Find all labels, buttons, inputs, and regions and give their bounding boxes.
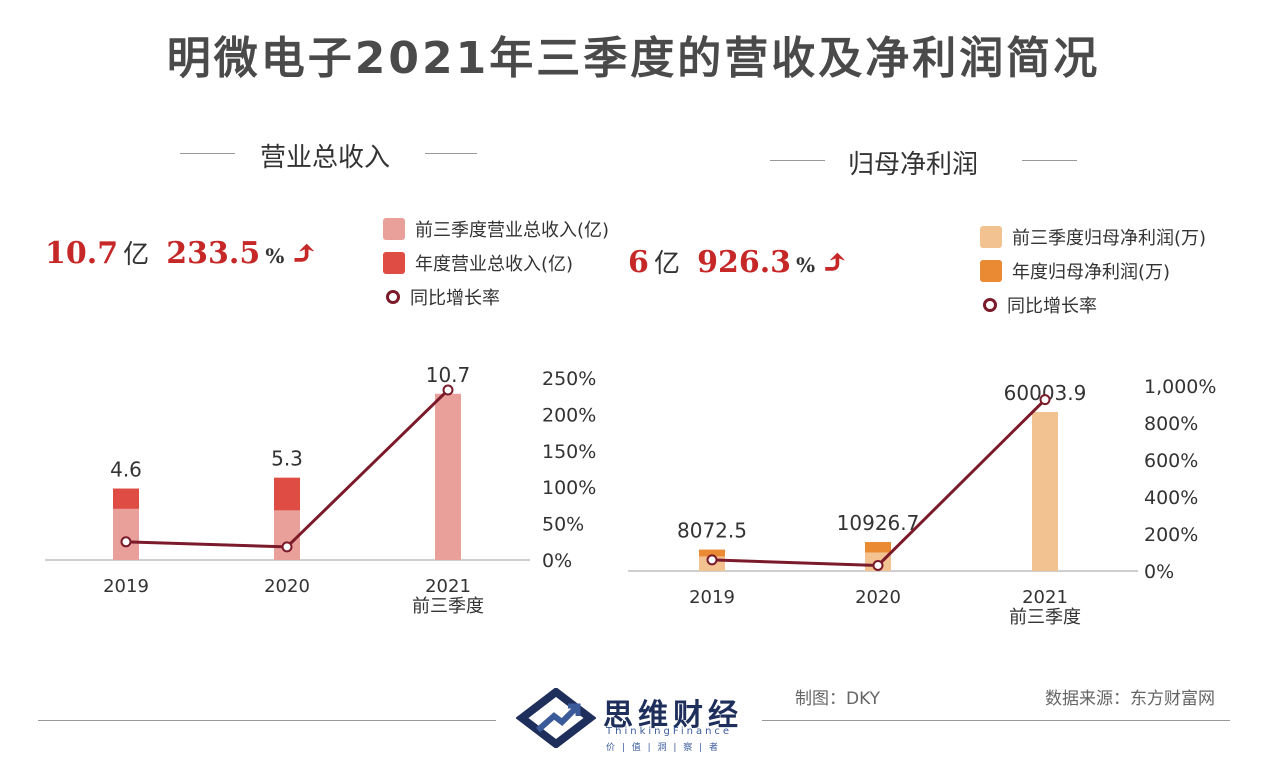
data-label: 10.7 <box>426 363 471 387</box>
right-legend: 前三季度归母净利润(万) 年度归母净利润(万) 同比增长率 <box>980 220 1206 322</box>
y2-tick-label: 0% <box>1144 561 1174 583</box>
bar-quarter <box>274 510 300 560</box>
title-rule-left-b <box>425 153 477 154</box>
y2-tick-label: 0% <box>542 550 572 572</box>
y2-tick-label: 250% <box>542 368 596 390</box>
x-tick-label: 2019 <box>689 587 735 608</box>
data-source: 数据来源：东方财富网 <box>1045 689 1215 709</box>
data-label: 5.3 <box>271 447 303 471</box>
legend-item-annual: 年度营业总收入(亿) <box>383 246 609 280</box>
legend-item-growth: 同比增长率 <box>383 280 609 314</box>
x-tick-label: 前三季度 <box>1009 607 1081 628</box>
data-label: 10926.7 <box>837 511 920 535</box>
x-tick-label: 2021 <box>425 576 471 597</box>
right-headline-pct: % <box>796 253 816 277</box>
y2-tick-label: 100% <box>542 477 596 499</box>
growth-point <box>872 559 884 571</box>
title-rule-right-a <box>770 160 825 161</box>
up-arrow-icon: ⤴ <box>289 234 318 274</box>
title-rule-right-b <box>1022 160 1077 161</box>
left-headline-growth: 233.5 <box>166 236 261 271</box>
legend-label: 前三季度归母净利润(万) <box>1012 228 1207 249</box>
legend-item-quarter: 前三季度归母净利润(万) <box>980 220 1206 254</box>
legend-swatch-quarter <box>383 218 405 240</box>
logo-motto: 价 | 值 | 洞 | 察 | 者 <box>606 743 721 753</box>
growth-point <box>281 541 293 553</box>
left-legend: 前三季度营业总收入(亿) 年度营业总收入(亿) 同比增长率 <box>383 212 609 314</box>
growth-point <box>1039 394 1051 406</box>
logo-name-cn: 思维财经 <box>603 698 743 733</box>
y2-tick-label: 800% <box>1144 413 1198 435</box>
left-headline: 10.7 亿 233.5 % ⤴ <box>45 234 318 274</box>
data-label: 8072.5 <box>677 519 747 543</box>
right-chart: 0% 200% 400% 600% 800% 1,000% 8072.5 2019 10926.… <box>628 376 1216 628</box>
growth-line <box>711 398 1047 567</box>
left-chart: 0% 50% 100% 150% 200% 250% 4.6 2019 5.3 2020 10.7 2… <box>45 363 596 617</box>
x-tick-label: 2020 <box>264 576 310 597</box>
legend-circle-icon <box>983 298 997 312</box>
right-headline: 6 亿 926.3 % ⤴ <box>628 243 849 283</box>
page-title: 明微电子2021年三季度的营收及净利润简况 <box>166 33 1101 84</box>
data-label: 4.6 <box>110 458 142 482</box>
legend-item-annual: 年度归母净利润(万) <box>980 254 1206 288</box>
x-tick-label: 2020 <box>855 587 901 608</box>
growth-point <box>706 554 718 566</box>
x-tick-label: 前三季度 <box>412 596 484 617</box>
y2-tick-label: 1,000% <box>1144 376 1216 398</box>
footer-rule-right <box>762 720 1230 721</box>
y2-tick-label: 200% <box>1144 524 1198 546</box>
x-tick-label: 2019 <box>103 576 149 597</box>
left-panel-title: 营业总收入 <box>260 143 391 173</box>
legend-swatch-quarter <box>980 226 1002 248</box>
left-headline-unit: 亿 <box>123 240 150 270</box>
up-arrow-icon: ⤴ <box>820 243 849 283</box>
y2-tick-label: 150% <box>542 441 596 463</box>
right-panel-title: 归母净利润 <box>848 150 979 180</box>
legend-swatch-annual <box>383 252 405 274</box>
growth-point <box>120 536 132 548</box>
legend-swatch-annual <box>980 260 1002 282</box>
bar-quarter <box>113 508 139 560</box>
right-headline-value: 6 <box>628 245 649 280</box>
legend-label: 同比增长率 <box>1007 296 1097 317</box>
legend-circle-icon <box>386 290 400 304</box>
footer-rule-left <box>38 720 496 721</box>
title-rule-left-a <box>180 153 235 154</box>
author-credit: 制图：DKY <box>795 689 881 709</box>
y2-tick-label: 200% <box>542 404 596 426</box>
growth-point <box>442 384 454 396</box>
legend-label: 年度归母净利润(万) <box>1012 262 1171 283</box>
thinking-finance-logo-icon <box>516 688 596 748</box>
left-headline-pct: % <box>265 244 285 268</box>
x-tick-label: 2021 <box>1022 587 1068 608</box>
logo-name-en: ThinkingFinance <box>606 726 733 737</box>
left-headline-value: 10.7 <box>45 236 119 271</box>
bar-quarter <box>1032 411 1058 571</box>
y2-tick-label: 400% <box>1144 487 1198 509</box>
y2-tick-label: 50% <box>542 514 584 536</box>
legend-label: 年度营业总收入(亿) <box>415 254 574 275</box>
legend-label: 前三季度营业总收入(亿) <box>415 220 610 241</box>
legend-item-growth: 同比增长率 <box>980 288 1206 322</box>
right-headline-unit: 亿 <box>653 249 680 279</box>
bar-quarter <box>435 393 461 560</box>
y2-tick-label: 600% <box>1144 450 1198 472</box>
right-headline-growth: 926.3 <box>697 245 792 280</box>
legend-label: 同比增长率 <box>410 288 500 309</box>
legend-item-quarter: 前三季度营业总收入(亿) <box>383 212 609 246</box>
